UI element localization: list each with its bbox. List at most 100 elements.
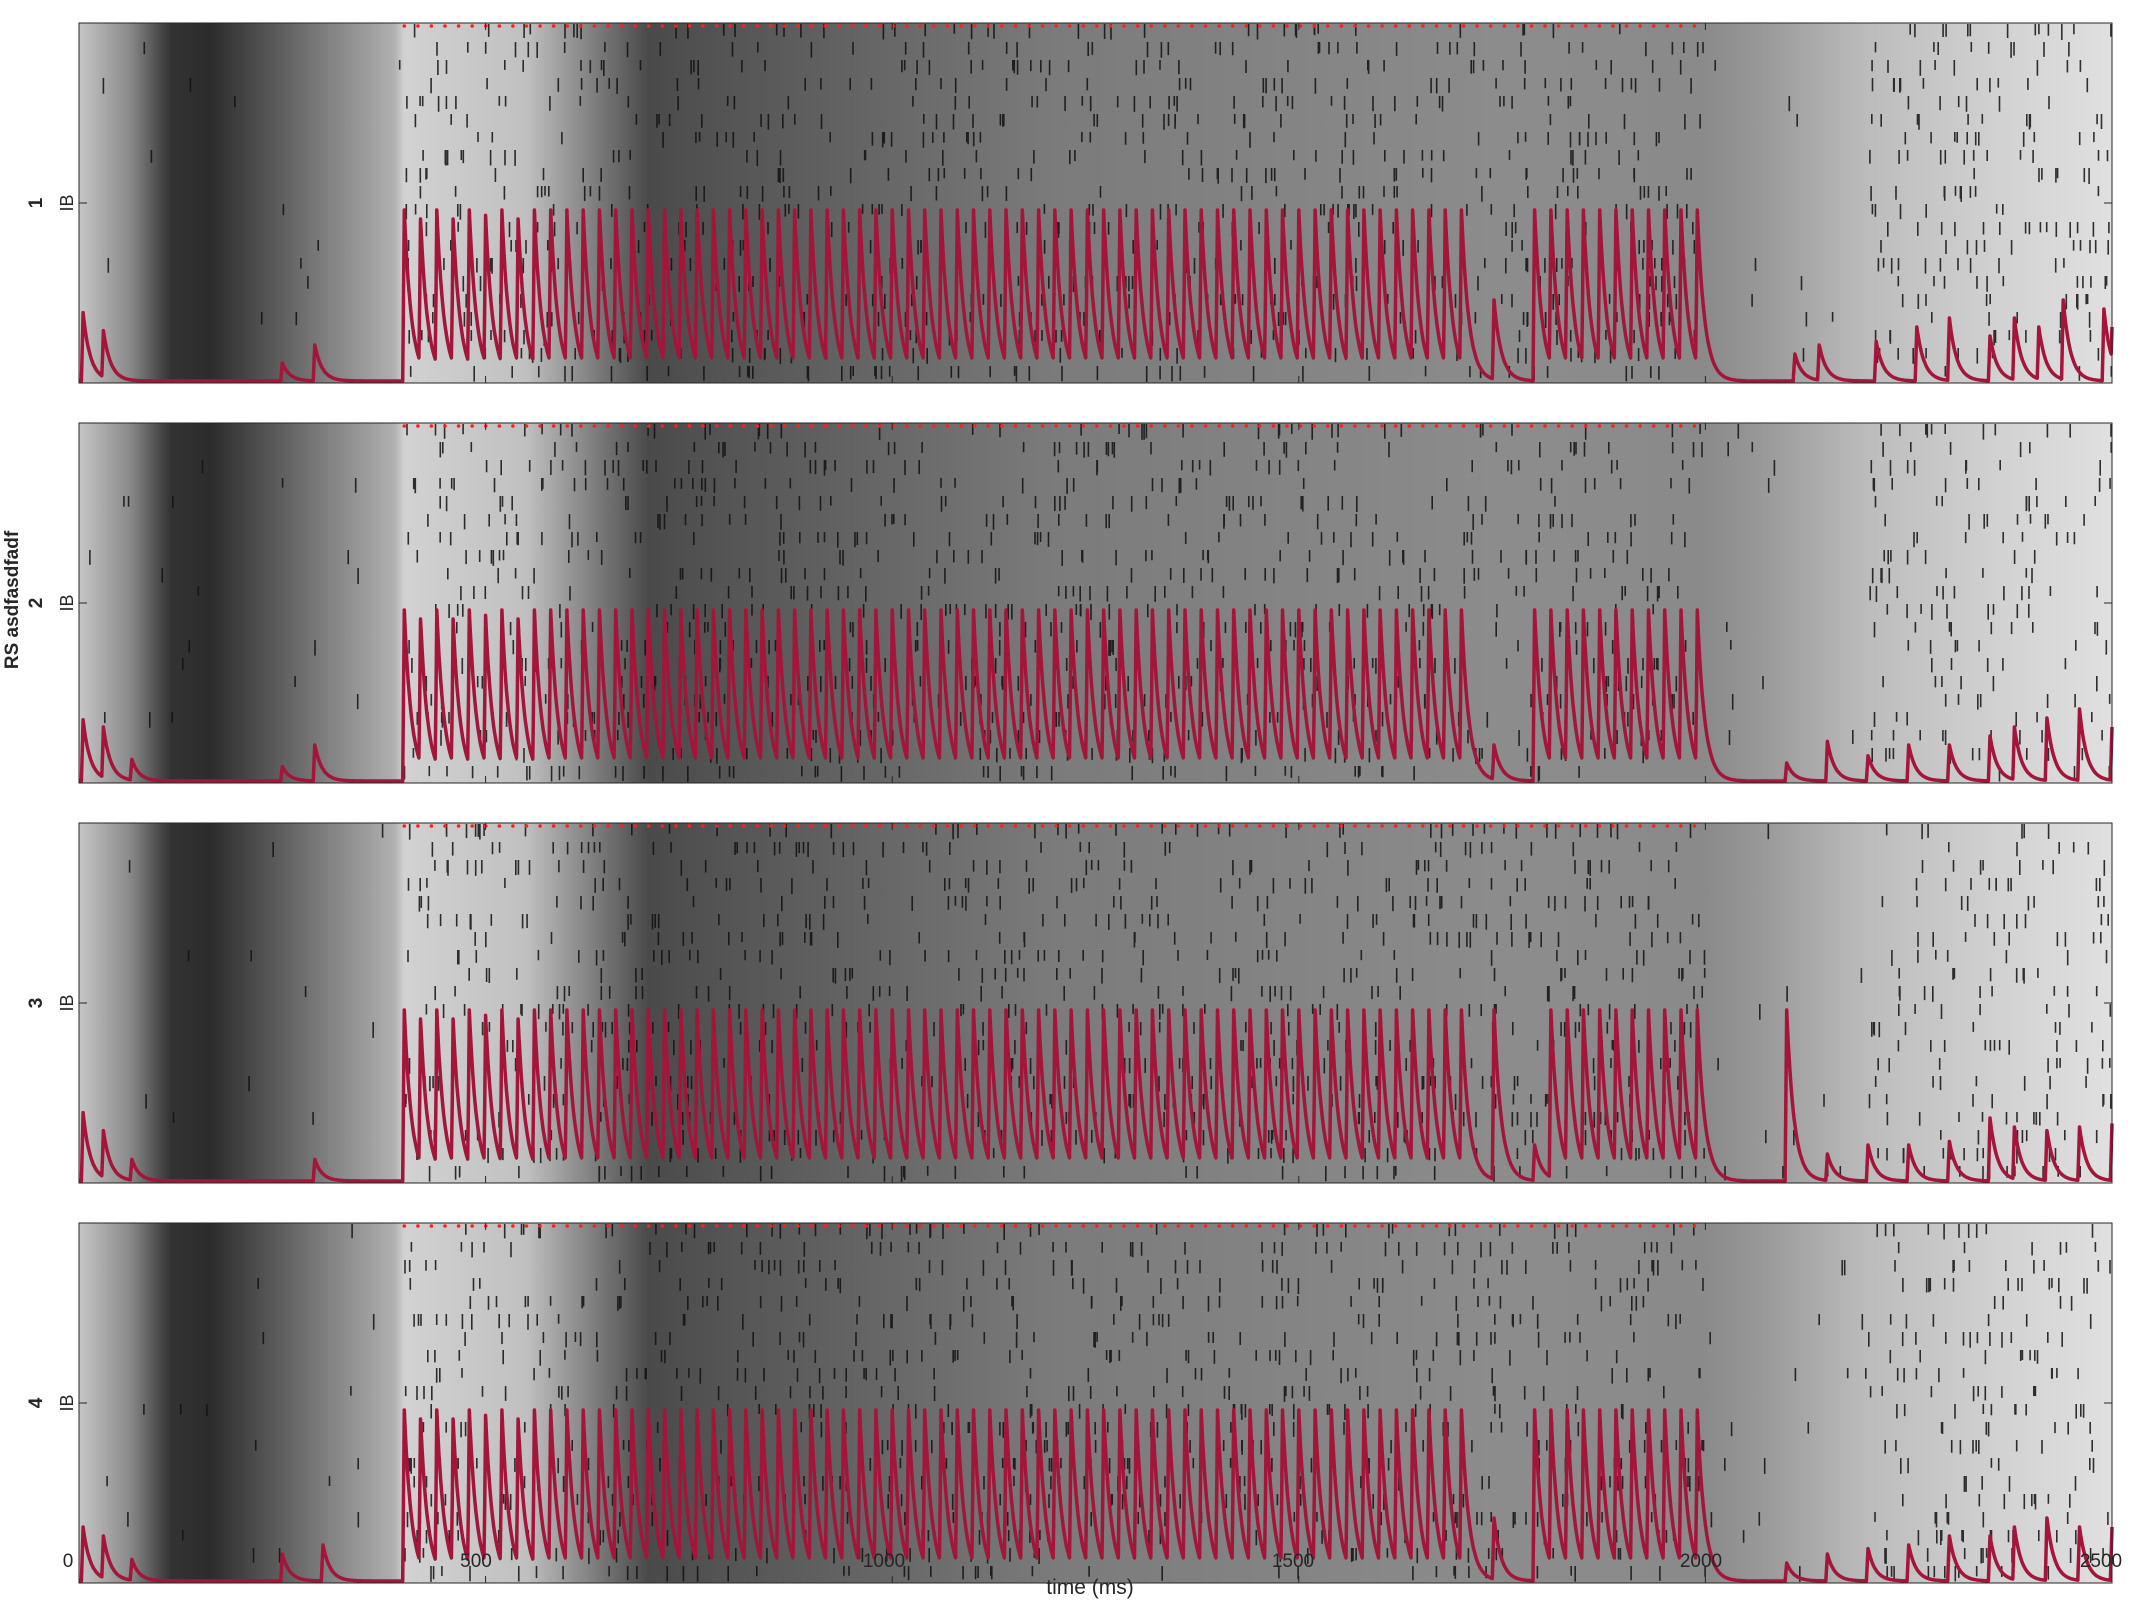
- stimulus-marker: [1285, 424, 1289, 428]
- stimulus-marker: [850, 24, 855, 28]
- stimulus-marker: [728, 24, 732, 28]
- stimulus-marker: [837, 824, 841, 828]
- stimulus-marker: [416, 1224, 420, 1228]
- x-tick-label-2500: 2500: [2080, 1551, 2122, 1572]
- stimulus-marker: [592, 1224, 597, 1228]
- stimulus-marker: [864, 24, 868, 28]
- stimulus-marker: [701, 1224, 705, 1228]
- stimulus-marker: [877, 424, 882, 428]
- stimulus-marker: [1434, 424, 1439, 428]
- stimulus-marker: [809, 1224, 814, 1228]
- stimulus-marker: [1067, 24, 1072, 28]
- stimulus-marker: [837, 424, 841, 428]
- stimulus-marker: [1502, 24, 1507, 28]
- stimulus-marker: [782, 824, 787, 828]
- figure-y-axis-label: RS asdfasdfadf: [2, 530, 23, 669]
- stimulus-marker: [1149, 24, 1153, 28]
- stimulus-marker: [619, 24, 624, 28]
- stimulus-marker: [1366, 24, 1371, 28]
- stimulus-marker: [1570, 1224, 1574, 1228]
- stimulus-marker: [1190, 24, 1194, 28]
- stimulus-marker: [1258, 1224, 1262, 1228]
- stimulus-marker: [1244, 1224, 1249, 1228]
- stimulus-marker: [633, 1224, 637, 1228]
- x-axis: 0 500 1000 1500 2000 2500 time (ms): [63, 1551, 2122, 1599]
- stimulus-marker: [1529, 1224, 1534, 1228]
- stimulus-marker: [497, 424, 502, 428]
- stimulus-marker: [905, 24, 909, 28]
- stimulus-marker: [456, 24, 461, 28]
- stimulus-marker: [565, 24, 569, 28]
- panel-2: IB 2: [26, 422, 2114, 784]
- stimulus-marker: [701, 24, 705, 28]
- stimulus-marker: [619, 824, 624, 828]
- stimulus-marker: [511, 1224, 515, 1228]
- stimulus-marker: [1108, 824, 1113, 828]
- stimulus-marker: [1000, 824, 1004, 828]
- stimulus-marker: [1312, 424, 1316, 428]
- stimulus-marker: [579, 824, 583, 828]
- stimulus-marker: [1203, 24, 1208, 28]
- stimulus-marker: [782, 1224, 787, 1228]
- stimulus-marker: [1570, 24, 1574, 28]
- stimulus-marker: [1067, 824, 1072, 828]
- stimulus-marker: [674, 24, 678, 28]
- stimulus-marker: [443, 1224, 447, 1228]
- stimulus-marker: [1407, 24, 1411, 28]
- x-tick-label-1000: 1000: [863, 1551, 905, 1572]
- stimulus-marker: [1407, 824, 1411, 828]
- stimulus-marker: [945, 824, 950, 828]
- stimulus-marker: [592, 424, 597, 428]
- stimulus-marker: [769, 1224, 773, 1228]
- stimulus-marker: [1597, 24, 1602, 28]
- stimulus-marker: [1217, 1224, 1221, 1228]
- stimulus-marker: [1380, 24, 1384, 28]
- stimulus-marker: [1448, 1224, 1452, 1228]
- stimulus-marker: [1325, 824, 1330, 828]
- stimulus-marker: [1054, 824, 1058, 828]
- stimulus-marker: [402, 1224, 407, 1228]
- stimulus-marker: [551, 1224, 556, 1228]
- stimulus-marker: [687, 1224, 692, 1228]
- stimulus-marker: [1624, 1224, 1629, 1228]
- stimulus-marker: [402, 824, 407, 828]
- stimulus-marker: [1122, 824, 1126, 828]
- stimulus-marker: [1434, 24, 1439, 28]
- stimulus-marker: [1393, 824, 1398, 828]
- stimulus-marker: [1271, 1224, 1276, 1228]
- stimulus-marker: [1529, 424, 1534, 428]
- stimulus-marker: [1556, 1224, 1561, 1228]
- stimulus-marker: [1488, 424, 1493, 428]
- stimulus-marker: [1516, 1224, 1520, 1228]
- stimulus-marker: [1095, 424, 1099, 428]
- stimulus-marker: [1556, 824, 1561, 828]
- stimulus-marker: [511, 24, 515, 28]
- stimulus-marker: [1285, 824, 1289, 828]
- stimulus-marker: [1149, 1224, 1153, 1228]
- stimulus-marker: [416, 424, 420, 428]
- stimulus-marker: [728, 424, 732, 428]
- stimulus-marker: [1298, 424, 1303, 428]
- stimulus-marker: [1393, 24, 1398, 28]
- stimulus-marker: [1081, 1224, 1086, 1228]
- panel-group: IB 1 IB 2 IB 3 IB 4: [26, 22, 2114, 1584]
- stimulus-marker: [1366, 824, 1371, 828]
- stimulus-marker: [714, 424, 719, 428]
- stimulus-marker: [1651, 424, 1656, 428]
- stimulus-marker: [1230, 24, 1235, 28]
- stimulus-marker: [619, 1224, 624, 1228]
- stimulus-marker: [1013, 24, 1018, 28]
- stimulus-marker: [646, 824, 651, 828]
- stimulus-marker: [565, 424, 569, 428]
- stimulus-marker: [905, 1224, 909, 1228]
- stimulus-marker: [1488, 824, 1493, 828]
- stimulus-marker: [1461, 1224, 1466, 1228]
- stimulus-marker: [1163, 24, 1167, 28]
- stimulus-marker: [1067, 1224, 1072, 1228]
- stimulus-marker: [918, 424, 923, 428]
- voltage-trace: [78, 1408, 2114, 1583]
- stimulus-marker: [755, 824, 760, 828]
- stimulus-marker: [1135, 824, 1140, 828]
- stimulus-marker: [633, 824, 637, 828]
- stimulus-marker: [1611, 24, 1615, 28]
